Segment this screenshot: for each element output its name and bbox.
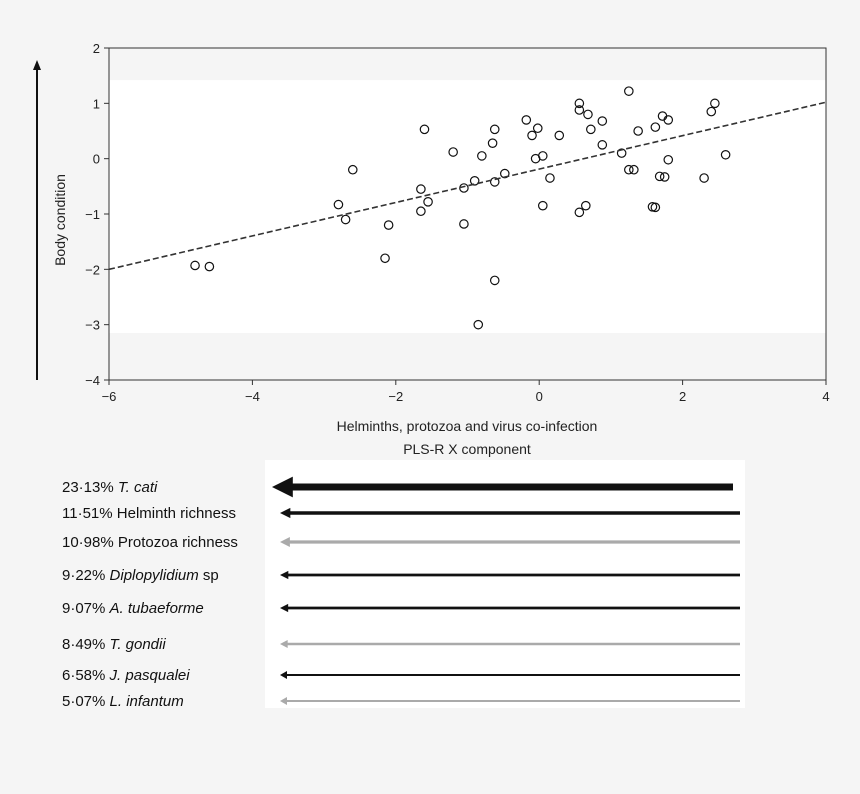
y-direction-arrow-head bbox=[33, 60, 41, 70]
loading-label-4: 9·07% A. tubaeforme bbox=[62, 600, 204, 617]
data-point-22 bbox=[521, 115, 532, 125]
loading-label-3: 9·22% Diplopylidium sp bbox=[62, 567, 219, 584]
data-point-46 bbox=[654, 171, 665, 182]
data-point-35 bbox=[586, 124, 596, 135]
data-point-23 bbox=[527, 130, 537, 141]
data-point-53 bbox=[710, 98, 720, 109]
data-point-0 bbox=[190, 260, 200, 271]
trend-line bbox=[108, 101, 827, 271]
data-point-1 bbox=[204, 261, 215, 272]
data-point-4 bbox=[347, 164, 358, 175]
loading-label-6: 6·58% J. pasqualei bbox=[62, 667, 190, 684]
data-point-20 bbox=[489, 275, 500, 286]
data-point-28 bbox=[545, 173, 555, 183]
x-tick-label-3: 0 bbox=[536, 389, 543, 404]
data-point-32 bbox=[574, 207, 585, 218]
data-point-9 bbox=[419, 124, 430, 135]
data-point-39 bbox=[624, 86, 634, 96]
data-point-31 bbox=[574, 105, 585, 115]
data-point-25 bbox=[532, 123, 543, 134]
x-tick-label-2: −2 bbox=[388, 389, 403, 404]
data-point-40 bbox=[624, 164, 634, 175]
data-point-42 bbox=[633, 126, 643, 136]
loading-arrow-head-1 bbox=[280, 507, 291, 519]
data-point-27 bbox=[537, 200, 548, 211]
y-tick-label-6: −4 bbox=[85, 373, 100, 388]
loading-arrow-head-7 bbox=[280, 697, 287, 705]
x-tick-label-1: −4 bbox=[245, 389, 260, 404]
y-tick-label-2: 0 bbox=[93, 152, 100, 167]
loading-label-0: 23·13% T. cati bbox=[62, 479, 158, 496]
loading-arrow-head-0 bbox=[272, 476, 293, 498]
x-tick-label-5: 4 bbox=[822, 389, 829, 404]
loading-arrow-head-2 bbox=[280, 537, 290, 547]
y-tick-label-5: −3 bbox=[85, 318, 100, 333]
data-point-16 bbox=[477, 151, 487, 161]
loading-label-5: 8·49% T. gondii bbox=[62, 636, 166, 653]
data-point-37 bbox=[597, 116, 608, 126]
data-point-49 bbox=[663, 154, 674, 165]
data-point-26 bbox=[537, 151, 548, 161]
loading-label-2: 10·98% Protozoa richness bbox=[62, 534, 238, 551]
data-point-8 bbox=[416, 206, 426, 217]
x-axis-title-line-1: Helminths, protozoa and virus co-infecti… bbox=[337, 418, 598, 434]
data-point-34 bbox=[583, 109, 593, 120]
data-point-52 bbox=[706, 106, 717, 117]
loadings-panel bbox=[265, 460, 745, 708]
data-point-50 bbox=[663, 115, 674, 125]
data-point-14 bbox=[469, 176, 480, 186]
data-point-33 bbox=[581, 200, 591, 211]
data-point-41 bbox=[629, 164, 639, 175]
data-point-7 bbox=[416, 184, 426, 194]
data-point-5 bbox=[380, 253, 390, 264]
x-tick-label-4: 2 bbox=[679, 389, 686, 404]
loading-label-1: 11·51% Helminth richness bbox=[62, 505, 236, 522]
x-axis-title-line-2: PLS-R X component bbox=[403, 441, 531, 457]
data-point-3 bbox=[340, 214, 351, 225]
loading-label-7: 5·07% L. infantum bbox=[62, 693, 184, 710]
loading-arrow-head-3 bbox=[280, 570, 289, 580]
data-point-29 bbox=[554, 130, 565, 141]
y-tick-label-4: −2 bbox=[85, 262, 100, 277]
y-tick-label-0: 2 bbox=[93, 41, 100, 56]
data-point-11 bbox=[448, 147, 458, 157]
y-tick-label-3: −1 bbox=[85, 207, 100, 222]
data-point-18 bbox=[489, 124, 500, 135]
loading-arrow-head-4 bbox=[280, 603, 289, 613]
y-tick-label-1: 1 bbox=[93, 96, 100, 111]
data-point-54 bbox=[720, 149, 731, 160]
data-point-6 bbox=[383, 220, 394, 230]
data-point-51 bbox=[699, 173, 709, 183]
data-point-17 bbox=[487, 138, 498, 148]
data-point-19 bbox=[489, 177, 500, 187]
loading-arrow-head-6 bbox=[280, 671, 287, 679]
x-tick-label-0: −6 bbox=[102, 389, 117, 404]
data-point-2 bbox=[333, 199, 344, 210]
data-point-45 bbox=[650, 122, 661, 132]
data-point-44 bbox=[650, 202, 661, 213]
y-axis-title: Body condition bbox=[52, 174, 68, 266]
data-point-48 bbox=[659, 172, 670, 182]
data-point-36 bbox=[597, 140, 608, 150]
data-point-10 bbox=[423, 197, 433, 207]
data-point-38 bbox=[616, 148, 627, 158]
data-point-13 bbox=[459, 219, 469, 229]
loading-arrow-head-5 bbox=[280, 640, 288, 648]
data-point-15 bbox=[473, 319, 484, 330]
plot-band bbox=[109, 80, 826, 333]
data-point-30 bbox=[574, 98, 585, 109]
